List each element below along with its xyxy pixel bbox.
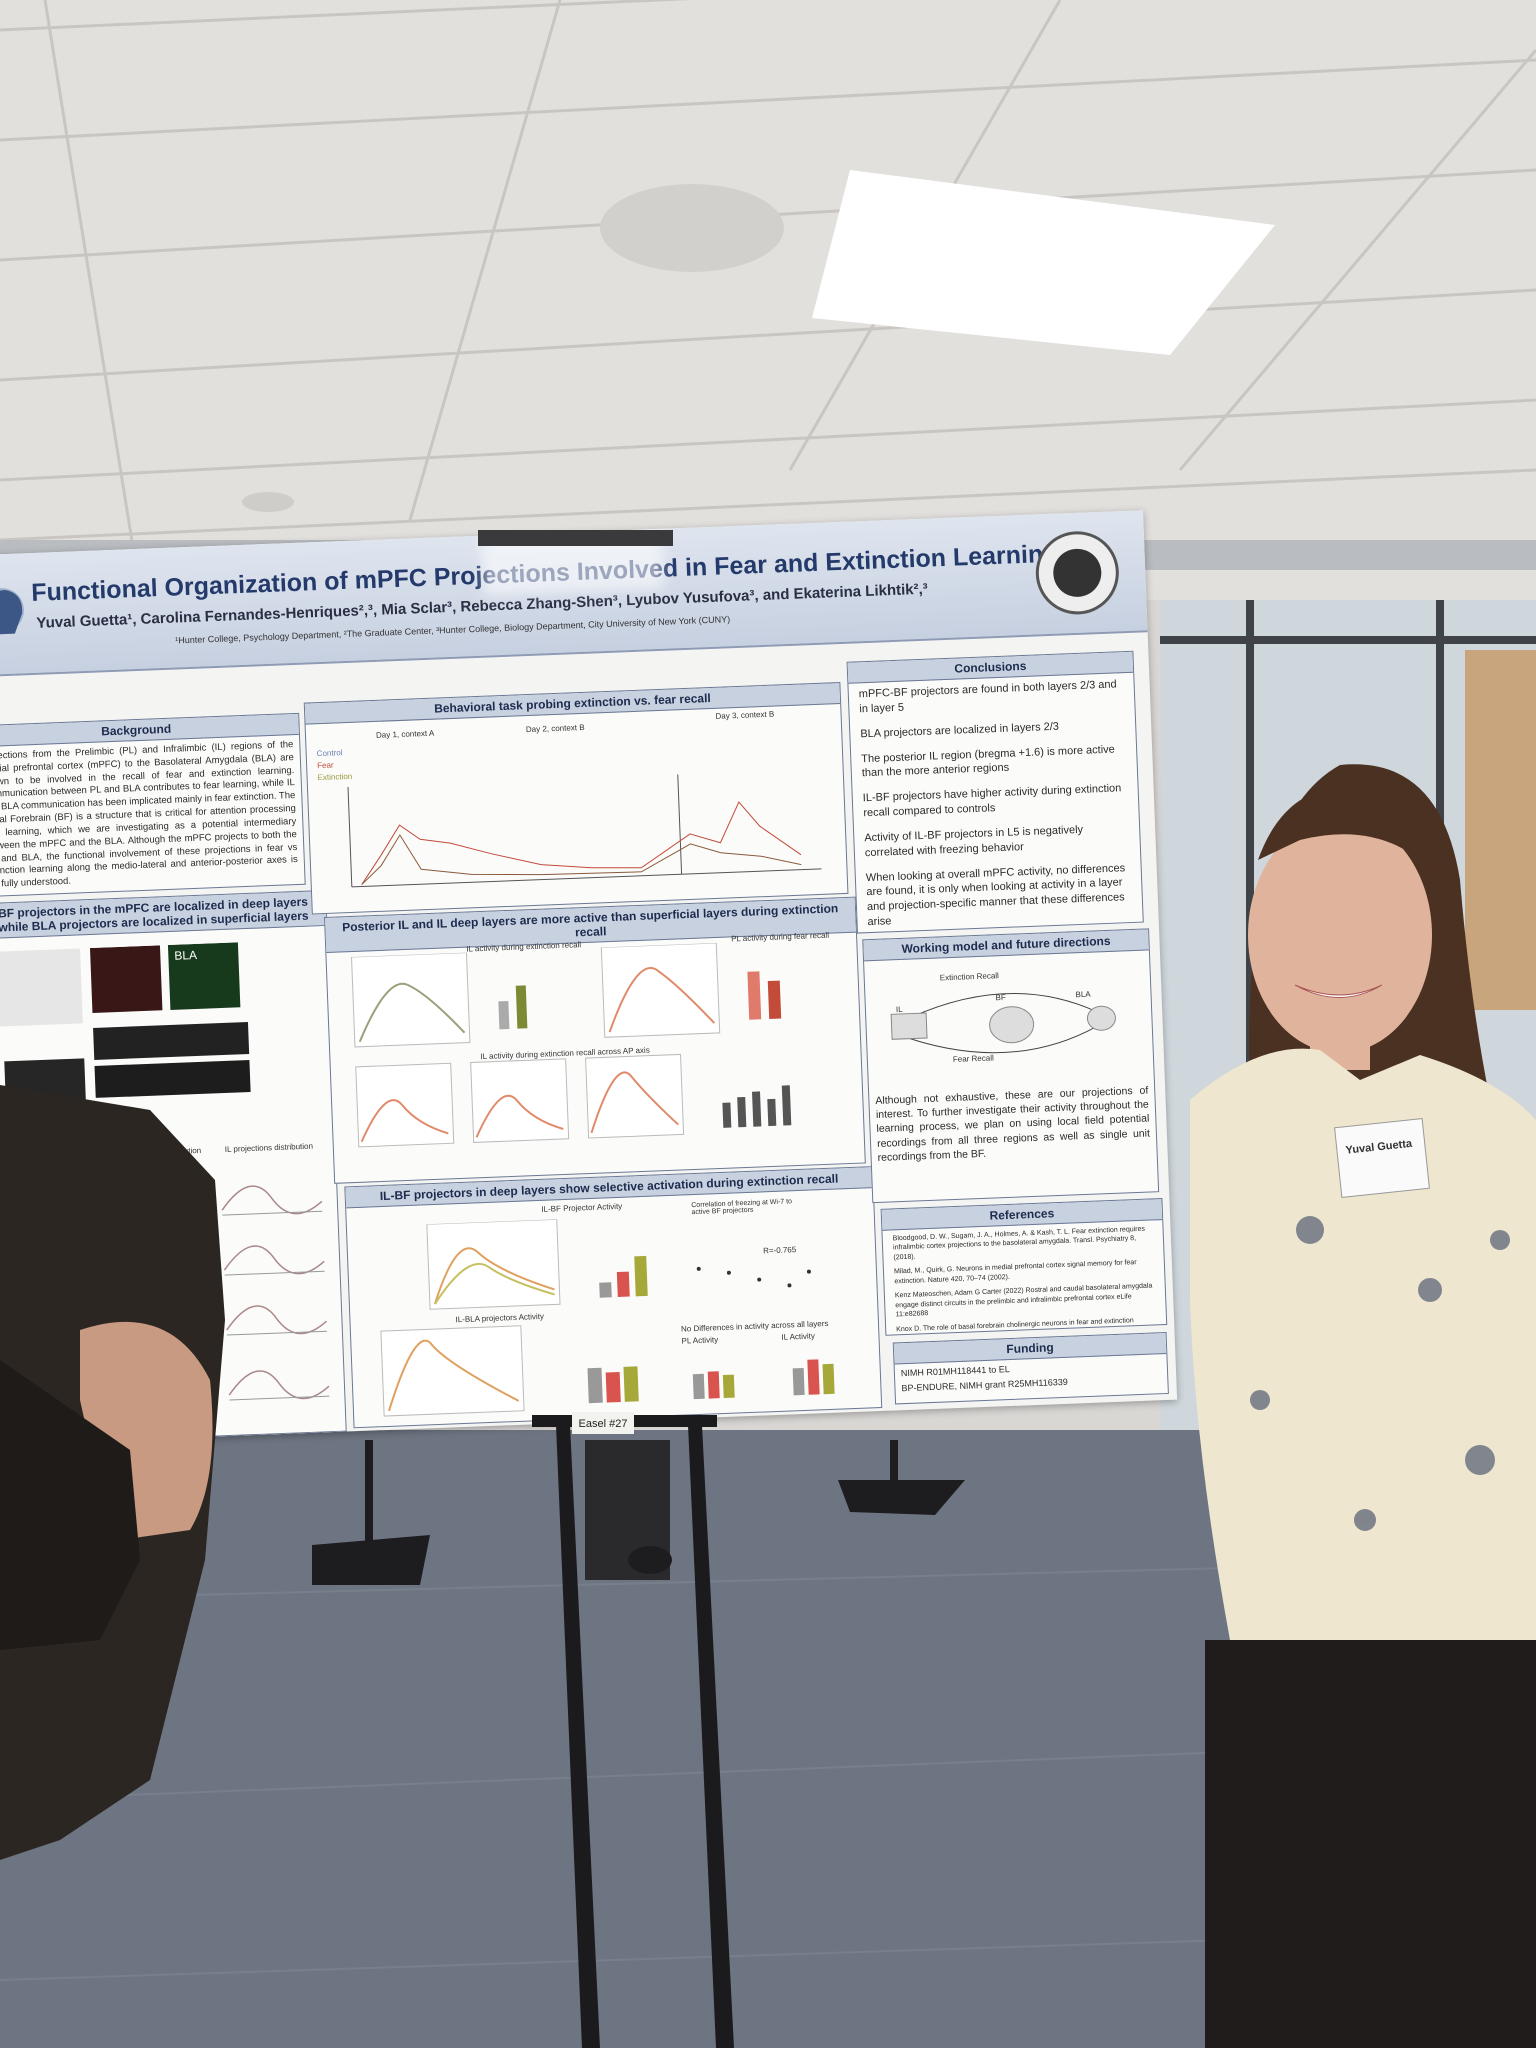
easel <box>532 1415 734 2048</box>
cardboard <box>1465 650 1536 1010</box>
ceiling-light <box>812 170 1275 355</box>
freezing-plot <box>347 774 822 888</box>
easel-label: Easel #27 <box>579 1418 628 1430</box>
smile <box>1294 984 1383 998</box>
poster-header: Functional Organization of mPFC Projecti… <box>0 510 1148 678</box>
easel-label-card <box>572 1412 634 1434</box>
layers-section: Posterior IL and IL deep layers are more… <box>323 896 866 1184</box>
sleeve <box>0 1360 140 1650</box>
ceiling-vent <box>242 492 294 512</box>
ceiling-speaker <box>600 184 784 272</box>
pants <box>1205 1640 1536 2048</box>
easel-top-clamp <box>478 530 673 546</box>
blouse <box>1190 1048 1536 1655</box>
ceiling-grid <box>0 0 1536 561</box>
model-diagram <box>890 993 1116 1054</box>
college-seal <box>1035 531 1119 615</box>
background-stands <box>312 1440 965 1585</box>
hair-top <box>1258 786 1432 870</box>
brain-logo <box>0 588 24 635</box>
behavior-section: Behavioral task probing extinction vs. f… <box>303 682 849 915</box>
ilbf-section: IL-BF projectors in deep layers show sel… <box>344 1166 883 1429</box>
name-tag <box>1334 1118 1430 1198</box>
face <box>1248 817 1432 1053</box>
layer-activity-plots <box>351 942 792 1148</box>
projector-activity-plots <box>380 1218 835 1417</box>
model-section: Working model and future directions Exti… <box>862 928 1160 1204</box>
blouse-flowers <box>1250 1216 1510 1531</box>
